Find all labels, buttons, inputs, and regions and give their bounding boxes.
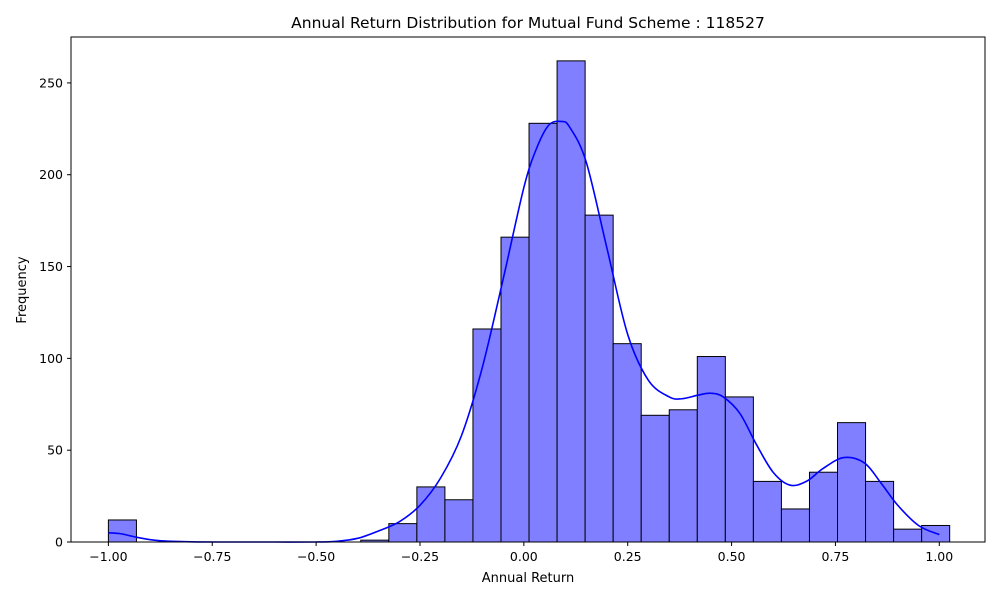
y-axis-label: Frequency — [15, 256, 30, 323]
x-tick-label: −0.50 — [297, 549, 335, 564]
histogram-bar — [893, 528, 923, 543]
histogram-bar — [696, 356, 726, 543]
histogram-bar — [668, 409, 698, 543]
x-tick-label: 0.00 — [510, 549, 538, 564]
histogram-bar — [528, 122, 558, 543]
x-tick-label: −1.00 — [89, 549, 127, 564]
histogram-bar — [640, 414, 670, 543]
histogram-bar — [724, 396, 754, 543]
x-tick-label: 0.75 — [822, 549, 850, 564]
histogram-bar — [780, 508, 810, 543]
x-axis-label: Annual Return — [482, 571, 574, 586]
y-tick-label: 200 — [39, 167, 63, 182]
chart-title: Annual Return Distribution for Mutual Fu… — [291, 14, 765, 32]
x-tick-label: 1.00 — [925, 549, 953, 564]
histogram-bar — [584, 214, 614, 543]
histogram-bar — [472, 328, 502, 543]
histogram-bar — [444, 499, 474, 543]
x-axis-ticks: −1.00 −0.75 −0.50 −0.25 0.00 0.25 0.50 0.75 1.00 — [89, 542, 953, 564]
histogram-bar — [500, 236, 530, 543]
y-tick-label: 100 — [39, 351, 63, 366]
histogram-bar — [865, 480, 895, 543]
plot-area-frame — [70, 36, 986, 543]
histogram-bar — [388, 523, 418, 543]
y-tick-label: 250 — [39, 75, 63, 90]
histogram-bar — [107, 519, 137, 543]
histogram-bar — [808, 471, 839, 543]
y-axis-ticks: 0 50 100 150 200 250 — [39, 75, 71, 550]
histogram-bar — [612, 343, 642, 543]
x-tick-label: −0.75 — [193, 549, 231, 564]
histogram-bar — [752, 480, 782, 543]
y-tick-label: 150 — [39, 259, 63, 274]
histogram-bar — [837, 422, 867, 543]
x-tick-label: 0.25 — [614, 549, 642, 564]
histogram-bar — [556, 60, 586, 543]
x-tick-label: −0.25 — [401, 549, 439, 564]
x-tick-label: 0.50 — [718, 549, 746, 564]
histogram-bar — [416, 486, 446, 543]
y-tick-label: 0 — [55, 535, 63, 550]
bars-layer — [107, 60, 951, 543]
y-tick-label: 50 — [47, 443, 63, 458]
